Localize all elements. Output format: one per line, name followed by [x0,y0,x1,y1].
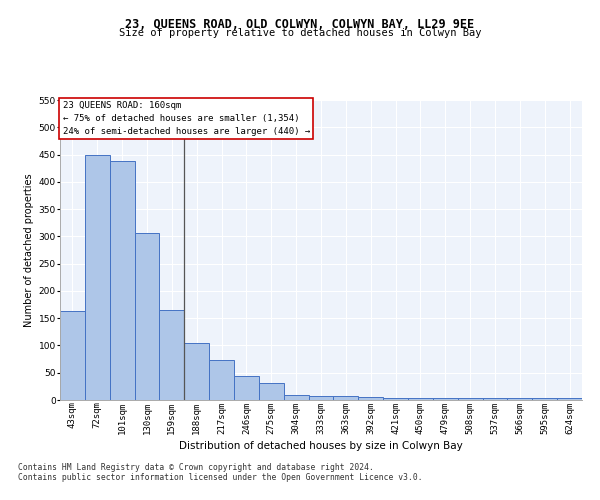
Bar [160,310,184,400]
Y-axis label: Number of detached properties: Number of detached properties [25,173,34,327]
Bar [184,342,209,400]
Bar [557,398,582,400]
Bar [482,398,508,400]
Bar [458,398,482,400]
Bar [334,396,358,400]
Bar [134,232,160,400]
Bar [358,398,383,400]
Text: 23, QUEENS ROAD, OLD COLWYN, COLWYN BAY, LL29 9EE: 23, QUEENS ROAD, OLD COLWYN, COLWYN BAY,… [125,18,475,30]
Bar [408,398,433,400]
Bar [308,396,334,400]
Text: Size of property relative to detached houses in Colwyn Bay: Size of property relative to detached ho… [119,28,481,38]
Bar [284,394,308,400]
Bar [532,398,557,400]
Bar [110,161,134,400]
Bar [383,398,408,400]
Text: Contains HM Land Registry data © Crown copyright and database right 2024.: Contains HM Land Registry data © Crown c… [18,464,374,472]
Text: Contains public sector information licensed under the Open Government Licence v3: Contains public sector information licen… [18,474,422,482]
Bar [234,376,259,400]
Bar [209,360,234,400]
Bar [433,398,458,400]
Bar [85,154,110,400]
Bar [60,311,85,400]
Bar [508,398,532,400]
Text: 23 QUEENS ROAD: 160sqm
← 75% of detached houses are smaller (1,354)
24% of semi-: 23 QUEENS ROAD: 160sqm ← 75% of detached… [62,102,310,136]
X-axis label: Distribution of detached houses by size in Colwyn Bay: Distribution of detached houses by size … [179,440,463,450]
Bar [259,382,284,400]
